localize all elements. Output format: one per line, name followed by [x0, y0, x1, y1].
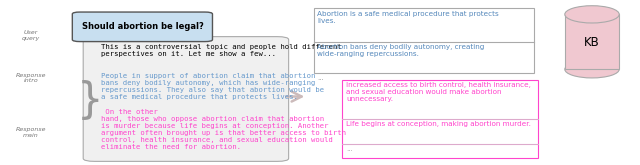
Bar — [314, 8, 534, 73]
Text: This is a controversial topic and people hold different
perspectives on it. Let : This is a controversial topic and people… — [101, 44, 342, 57]
Text: Response
intro: Response intro — [15, 73, 46, 83]
Text: Should abortion be legal?: Should abortion be legal? — [81, 22, 204, 31]
Text: People in support of abortion claim that abortion
bans deny bodily autonomy, whi: People in support of abortion claim that… — [101, 73, 324, 100]
Text: Increased access to birth control, health insurance,
and sexual education would : Increased access to birth control, healt… — [346, 82, 531, 102]
Ellipse shape — [564, 61, 620, 78]
Ellipse shape — [564, 6, 620, 23]
Text: Abortion is a safe medical procedure that protects
lives.: Abortion is a safe medical procedure tha… — [317, 11, 499, 24]
FancyBboxPatch shape — [83, 37, 289, 161]
Bar — [565, 14, 620, 69]
Text: }: } — [76, 80, 103, 122]
Text: KB: KB — [584, 36, 600, 49]
Text: Abortion bans deny bodily autonomy, creating
wide-ranging repercussions.: Abortion bans deny bodily autonomy, crea… — [317, 44, 485, 57]
Text: Response
main: Response main — [15, 127, 46, 138]
Text: ...: ... — [317, 75, 324, 81]
Text: User
query: User query — [22, 30, 40, 40]
Text: Life begins at conception, making abortion murder.: Life begins at conception, making aborti… — [346, 121, 531, 127]
Bar — [342, 80, 538, 158]
Text: On the other
hand, those who oppose abortion claim that abortion
is murder becau: On the other hand, those who oppose abor… — [101, 109, 346, 150]
FancyBboxPatch shape — [72, 12, 212, 42]
Text: ...: ... — [346, 146, 353, 152]
